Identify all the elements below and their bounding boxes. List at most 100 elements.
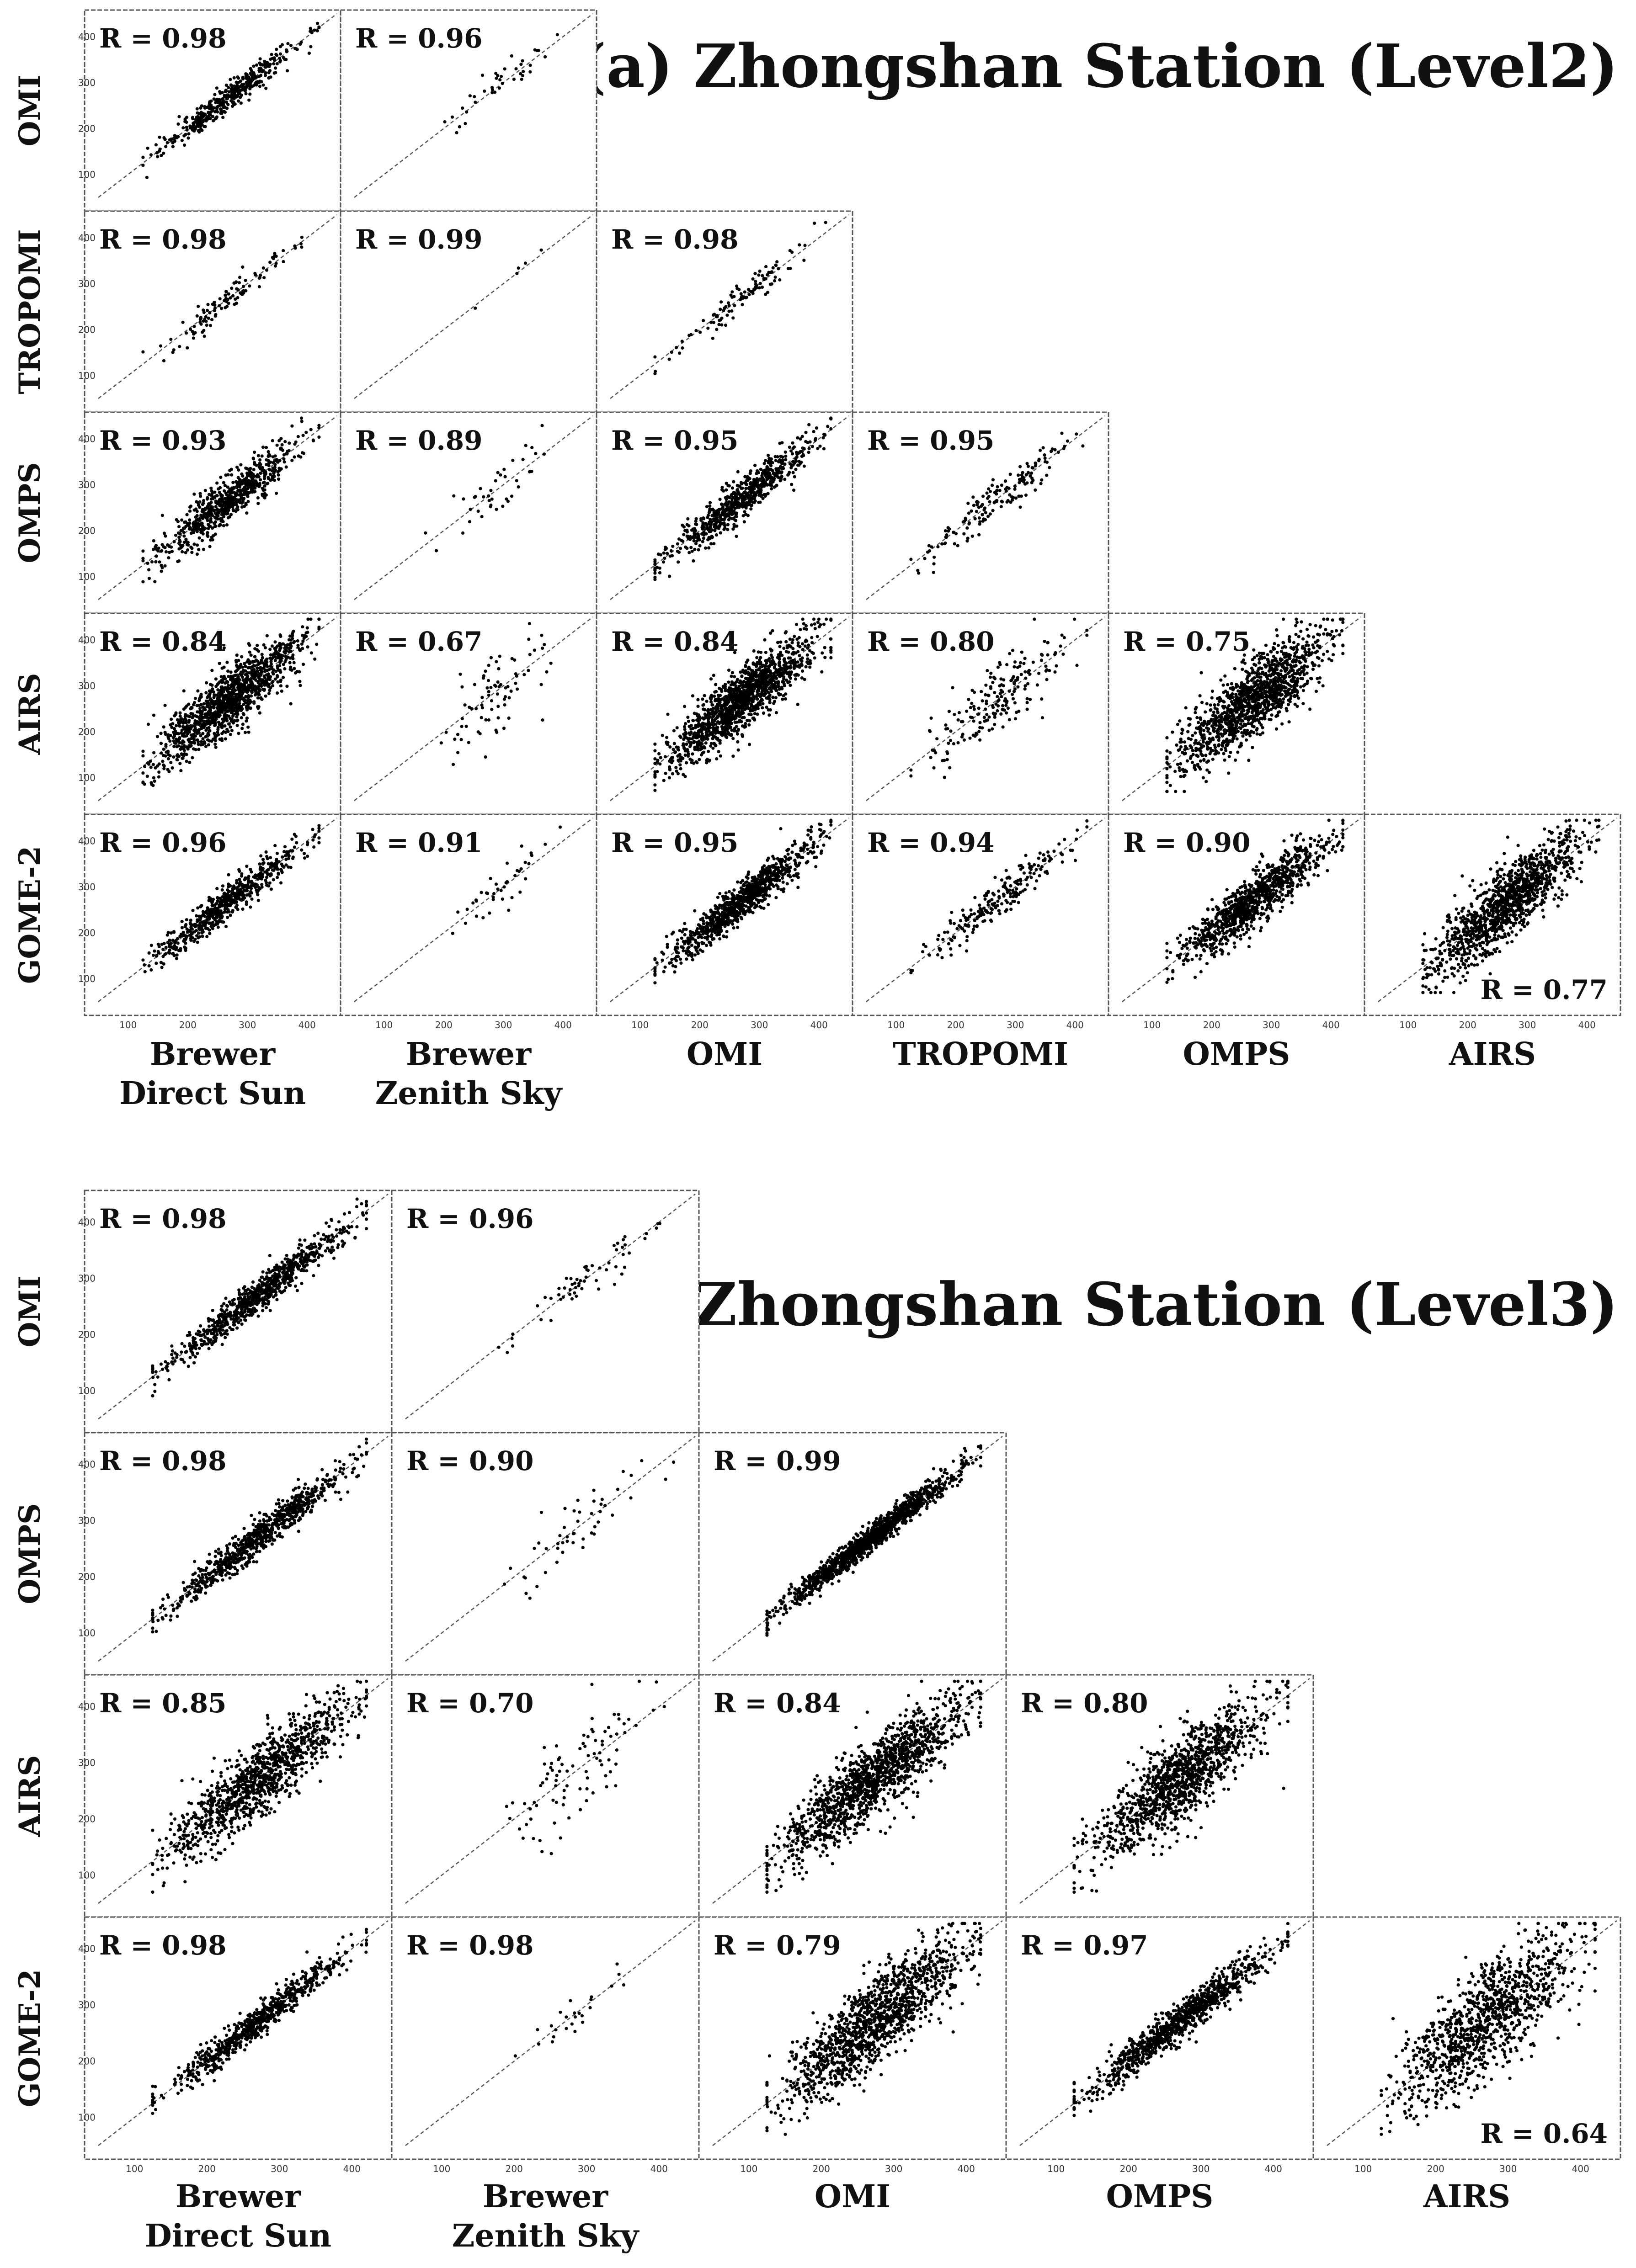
data-point — [724, 324, 728, 327]
data-point — [262, 687, 266, 691]
data-point — [231, 294, 235, 298]
data-point — [210, 669, 214, 672]
data-point — [255, 63, 259, 67]
data-point — [224, 508, 228, 511]
data-point — [208, 683, 212, 686]
data-point — [739, 292, 743, 296]
data-point — [275, 691, 279, 695]
data-point — [269, 662, 273, 666]
data-point — [198, 710, 202, 713]
data-point — [455, 131, 458, 134]
data-point — [810, 623, 813, 627]
data-point — [176, 122, 180, 126]
data-point — [693, 536, 696, 540]
data-point — [663, 755, 667, 759]
data-point — [263, 646, 267, 650]
data-point — [243, 485, 247, 489]
data-point — [203, 489, 207, 492]
data-point — [770, 270, 774, 274]
data-point — [742, 680, 746, 683]
data-point — [244, 478, 248, 482]
data-point — [202, 499, 206, 503]
one-to-one-line — [98, 214, 337, 399]
data-point — [228, 95, 231, 98]
data-point — [678, 547, 682, 550]
data-point — [731, 754, 735, 758]
data-point — [727, 304, 731, 308]
data-point — [205, 727, 209, 730]
data-point — [256, 473, 260, 477]
data-point — [301, 625, 304, 629]
data-point — [215, 86, 218, 90]
data-point — [249, 653, 253, 657]
data-point — [771, 679, 775, 682]
data-point — [943, 529, 947, 533]
data-point — [704, 741, 708, 745]
data-point — [276, 680, 280, 684]
data-point — [214, 677, 218, 681]
data-point — [533, 648, 536, 652]
data-point — [700, 532, 704, 536]
data-point — [240, 670, 243, 674]
data-point — [668, 554, 672, 558]
data-point — [216, 726, 220, 729]
data-point — [247, 84, 250, 88]
data-point — [761, 702, 765, 706]
data-point — [172, 755, 176, 759]
data-point — [1010, 495, 1014, 499]
data-point — [741, 486, 744, 490]
data-point — [692, 539, 696, 542]
data-point — [788, 644, 792, 648]
data-point — [309, 27, 312, 30]
data-point — [170, 550, 174, 553]
data-point — [784, 650, 788, 653]
data-point — [208, 311, 212, 315]
data-point — [254, 479, 258, 483]
data-point — [509, 689, 513, 693]
data-point — [309, 428, 313, 431]
data-point — [274, 650, 278, 653]
data-point — [272, 478, 277, 482]
data-point — [239, 709, 243, 712]
data-point — [816, 621, 820, 624]
data-point — [1081, 444, 1085, 448]
data-point — [768, 701, 772, 704]
data-point — [219, 519, 223, 523]
data-point — [193, 696, 197, 700]
data-point — [522, 69, 525, 73]
data-point — [693, 527, 697, 531]
data-point — [229, 733, 232, 736]
data-point — [783, 631, 787, 635]
data-point — [161, 760, 165, 763]
data-point — [239, 682, 243, 686]
data-point — [807, 451, 810, 454]
data-point — [237, 732, 240, 735]
data-point — [722, 518, 726, 521]
data-point — [245, 511, 249, 515]
data-point — [149, 153, 153, 157]
data-point — [202, 501, 205, 505]
data-point — [678, 351, 682, 355]
data-point — [172, 734, 176, 738]
data-point — [279, 678, 283, 682]
data-point — [824, 221, 827, 224]
data-point — [767, 461, 770, 465]
data-point — [218, 304, 221, 308]
data-point — [263, 664, 266, 668]
data-point — [240, 655, 244, 659]
data-point — [721, 726, 725, 729]
data-point — [468, 94, 472, 98]
data-point — [162, 725, 165, 729]
data-point — [168, 754, 172, 758]
data-point — [527, 669, 530, 672]
data-point — [189, 706, 193, 710]
data-point — [256, 681, 260, 685]
data-point — [155, 554, 158, 558]
data-point — [800, 455, 804, 458]
data-point — [207, 316, 210, 320]
data-point — [317, 435, 321, 439]
data-point — [767, 713, 771, 717]
data-point — [293, 442, 297, 446]
data-point — [726, 523, 730, 526]
